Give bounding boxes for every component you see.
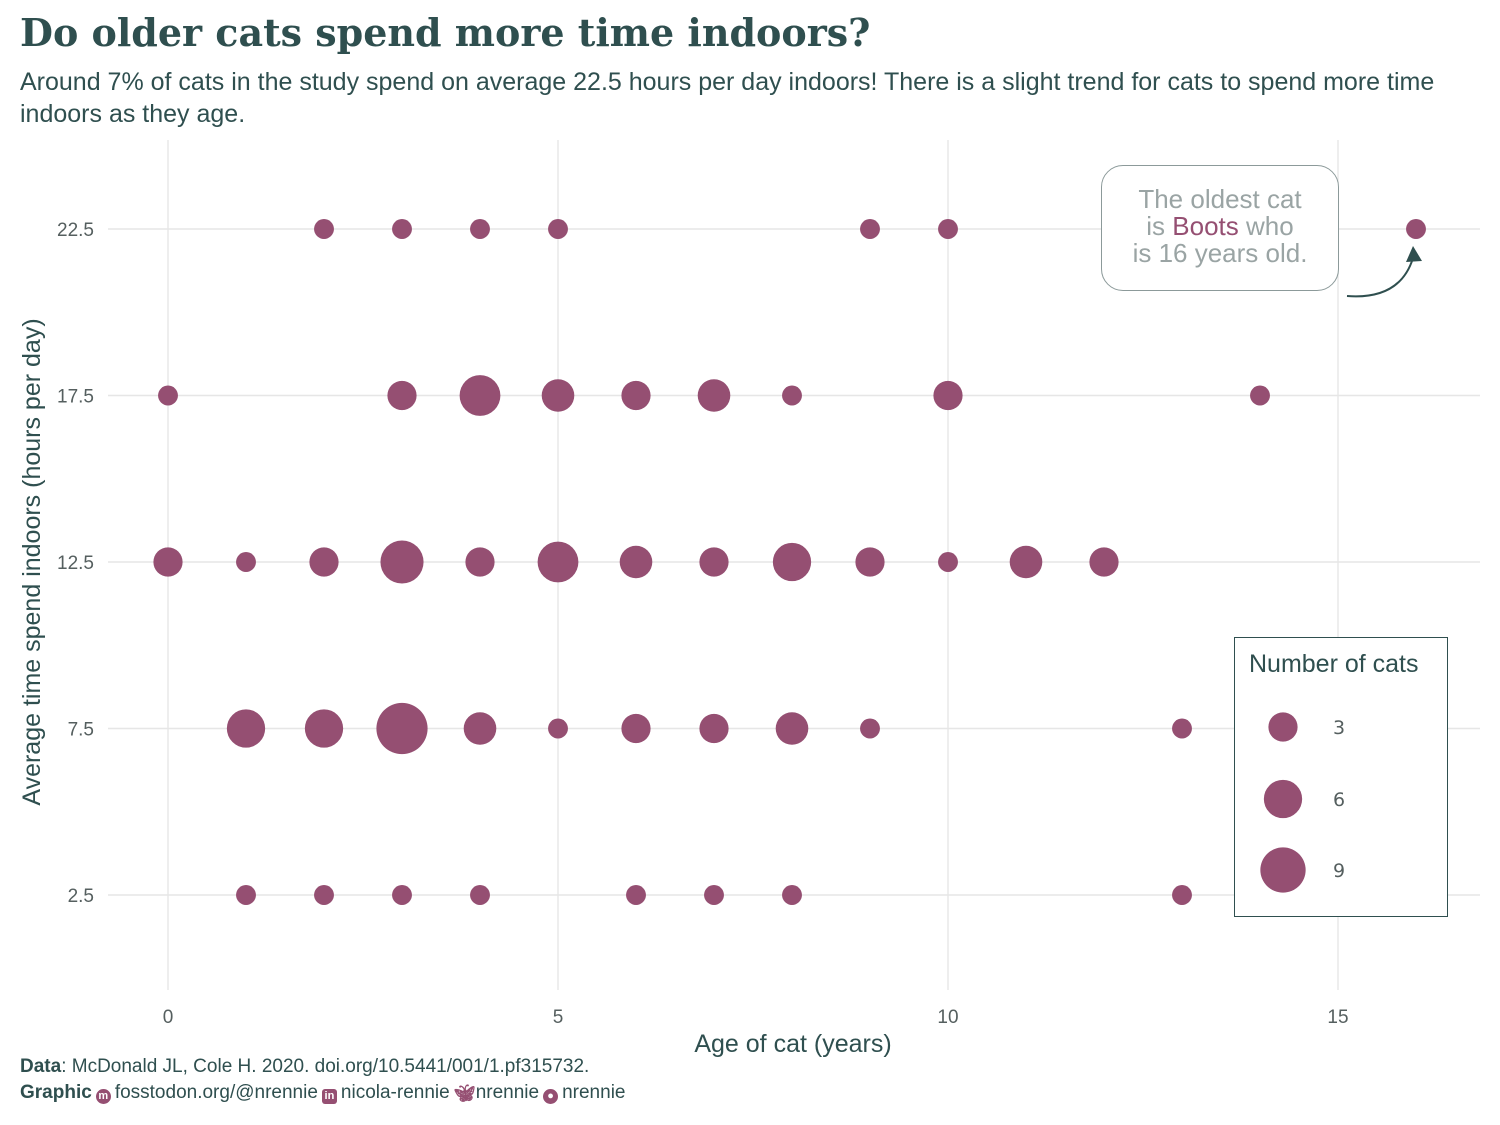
caption-graphic-line: Graphic m fosstodon.org/@nrennie in nicola-r… [20, 1080, 625, 1106]
data-point [309, 547, 339, 577]
linkedin-icon: in [321, 1089, 337, 1104]
caption-bluesky[interactable]: nrennie [475, 1082, 540, 1103]
data-point [158, 385, 178, 406]
data-point [775, 712, 809, 745]
data-point [699, 547, 729, 577]
chart-title: Do older cats spend more time indoors? [20, 10, 871, 55]
x-tick-label: 5 [553, 1007, 564, 1028]
caption-data-line: Data: McDonald JL, Cole H. 2020. doi.org… [20, 1054, 625, 1080]
y-tick-label: 17.5 [57, 387, 94, 408]
annotation-line-1: The oldest cat [1138, 184, 1302, 214]
data-point [1172, 885, 1192, 905]
data-point [465, 547, 495, 577]
data-point [376, 702, 428, 755]
x-tick-label: 10 [937, 1007, 958, 1028]
data-point [387, 380, 417, 411]
y-tick-label: 22.5 [57, 220, 94, 241]
x-tick-label: 0 [163, 1007, 174, 1028]
data-point [392, 885, 412, 905]
y-tick-label: 2.5 [68, 886, 94, 907]
data-point [855, 547, 885, 577]
data-point [314, 885, 334, 905]
data-point [236, 885, 256, 905]
data-point [704, 885, 724, 905]
data-point [626, 885, 646, 905]
legend-key-circle [1260, 847, 1306, 893]
data-point [933, 380, 963, 411]
data-point [1250, 385, 1270, 406]
mastodon-icon: m [95, 1089, 111, 1104]
y-tick-label: 12.5 [57, 553, 94, 574]
data-point [621, 713, 651, 744]
annotation-line-2: is Boots who [1102, 213, 1338, 240]
annotation-line-3: is 16 years old. [1132, 238, 1308, 268]
legend-key-circle [1263, 779, 1303, 819]
legend-key-label: 6 [1333, 789, 1345, 811]
data-point [380, 540, 424, 584]
data-point [1172, 718, 1192, 739]
data-point [541, 379, 575, 412]
data-point [782, 385, 802, 406]
caption-mastodon[interactable]: fosstodon.org/@nrennie [114, 1082, 318, 1103]
annotation-suffix: who [1238, 211, 1294, 241]
data-point [236, 552, 256, 572]
data-point [782, 885, 802, 905]
data-point [459, 375, 501, 416]
data-points [153, 219, 1426, 905]
legend-key-label: 3 [1333, 717, 1345, 739]
data-point [1009, 545, 1043, 579]
data-point [392, 219, 412, 239]
caption: Data: McDonald JL, Cole H. 2020. doi.org… [20, 1054, 625, 1106]
annotation-arrow [1346, 257, 1414, 298]
data-point [548, 219, 568, 239]
annotation-cat-name: Boots [1172, 211, 1239, 241]
y-axis-title: Average time spend indoors (hours per da… [18, 318, 46, 805]
caption-graphic-label: Graphic [20, 1082, 92, 1103]
data-point [226, 709, 266, 748]
data-point [697, 379, 731, 412]
data-point [1089, 547, 1119, 577]
data-point [619, 545, 653, 579]
x-axis-title: Age of cat (years) [694, 1030, 891, 1058]
data-point [860, 219, 880, 239]
bluesky-icon: 🦋︎ [453, 1084, 476, 1103]
data-point [537, 541, 579, 583]
caption-github[interactable]: nrennie [562, 1082, 626, 1103]
data-point [314, 219, 334, 239]
data-point [699, 713, 729, 744]
data-point [470, 219, 490, 239]
x-tick-label: 15 [1327, 1007, 1348, 1028]
data-point [938, 219, 958, 239]
legend-key-label: 9 [1333, 860, 1345, 882]
y-axis-ticks: 2.5 7.5 12.5 17.5 22.5 [57, 220, 94, 907]
size-legend: Number of cats 3 6 9 [1234, 637, 1448, 917]
legend-key-circle [1268, 712, 1298, 742]
data-point [1406, 219, 1426, 239]
y-tick-label: 7.5 [68, 720, 94, 741]
data-point [938, 552, 958, 572]
annotation-prefix: is [1146, 211, 1173, 241]
caption-linkedin[interactable]: nicola-rennie [340, 1082, 450, 1103]
chart-subtitle: Around 7% of cats in the study spend on … [20, 68, 1435, 128]
data-point [304, 709, 344, 748]
github-icon: ● [543, 1089, 559, 1104]
caption-data-label: Data [20, 1056, 62, 1077]
data-point [772, 542, 812, 582]
data-point [463, 712, 497, 745]
annotation-box: The oldest cat is Boots who is 16 years … [1101, 165, 1339, 291]
legend-title: Number of cats [1249, 650, 1419, 678]
x-axis-ticks: 0 5 10 15 [163, 1007, 1349, 1028]
data-point [621, 380, 651, 411]
data-point [548, 718, 568, 739]
data-point [860, 718, 880, 739]
annotation-arrowhead [1406, 246, 1422, 262]
caption-data-text: : McDonald JL, Cole H. 2020. doi.org/10.… [61, 1056, 590, 1077]
data-point [153, 547, 183, 577]
legend-keys: 3 6 9 [1260, 712, 1345, 893]
data-point [470, 885, 490, 905]
